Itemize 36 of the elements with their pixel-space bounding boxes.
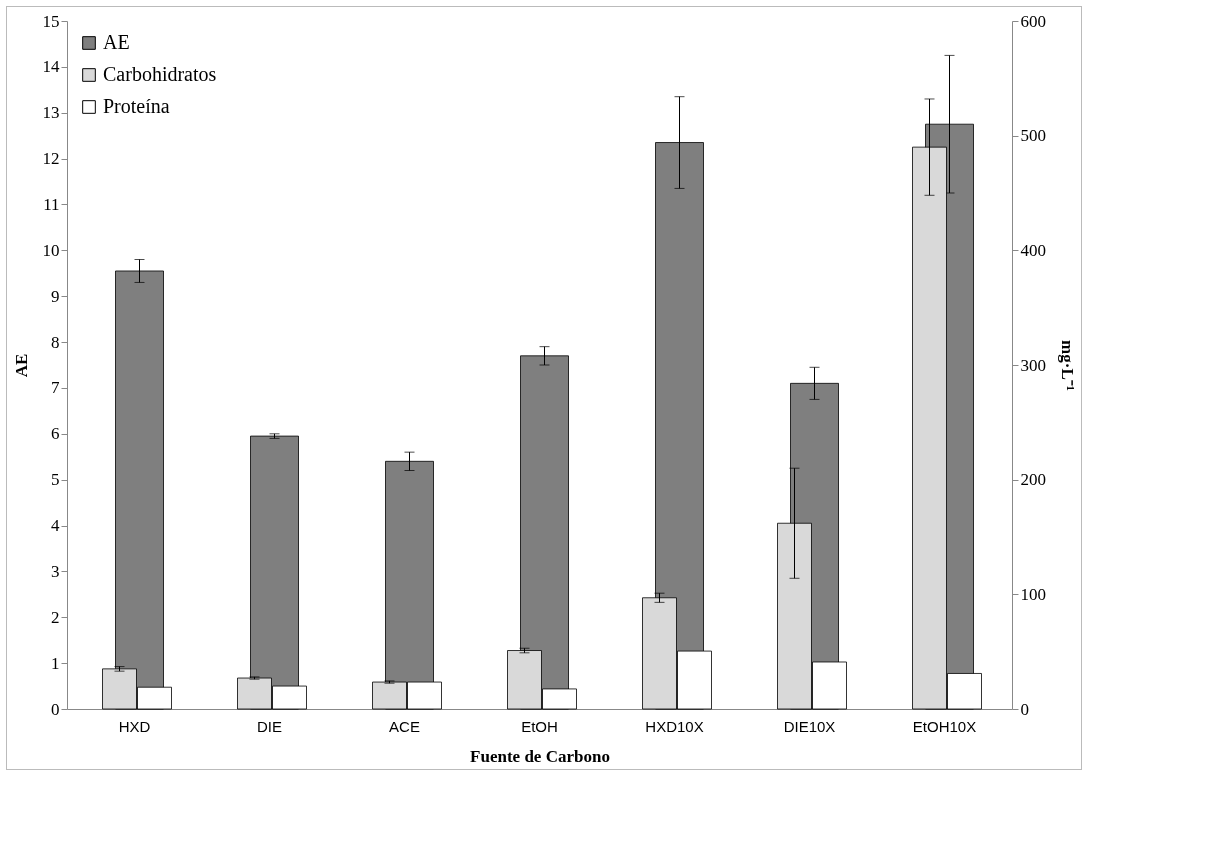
legend-label: Carbohidratos [103,63,217,85]
y-tick-label: 4 [51,516,60,536]
x-tick-label: HXD10X [645,717,704,735]
x-axis-title: Fuente de Carbono [470,746,610,766]
y-tick-label: 15 [42,11,60,31]
y-tick-label: 5 [51,470,60,490]
y2-tick-label: 500 [1020,126,1046,146]
y-tick-label: 8 [51,332,60,352]
y-axis-title: AE [11,353,31,378]
y-tick-label: 10 [42,240,60,260]
y2-tick-label: 300 [1020,355,1046,375]
y2-tick-label: 0 [1020,699,1029,719]
x-tick-label: HXD [118,717,151,735]
y-tick-label: 14 [42,57,60,77]
x-tick-label: ACE [389,717,420,735]
y-tick-label: 11 [43,194,60,214]
y-tick-label: 6 [51,424,60,444]
y2-tick-label: 200 [1020,470,1046,490]
y2-axis-title: mg·L⁻¹ [1058,340,1077,391]
y-tick-label: 13 [42,103,60,123]
y-tick-label: 1 [51,653,60,673]
x-tick-label: DIE [256,717,283,735]
y-tick-label: 0 [51,699,60,719]
x-tick-label: EtOH10X [912,717,977,735]
y-tick-label: 9 [51,286,60,306]
legend-label: AE [103,31,130,53]
y-tick-label: 7 [51,378,60,398]
y-tick-label: 12 [42,149,60,169]
y-tick-label: 3 [51,561,60,581]
legend-label: Proteína [103,95,170,117]
y2-tick-label: 600 [1020,11,1046,31]
x-tick-label: DIE10X [783,717,836,735]
y2-tick-label: 400 [1020,240,1046,260]
y2-tick-label: 100 [1020,584,1046,604]
x-tick-label: EtOH [521,717,558,735]
y-tick-label: 2 [51,607,60,627]
